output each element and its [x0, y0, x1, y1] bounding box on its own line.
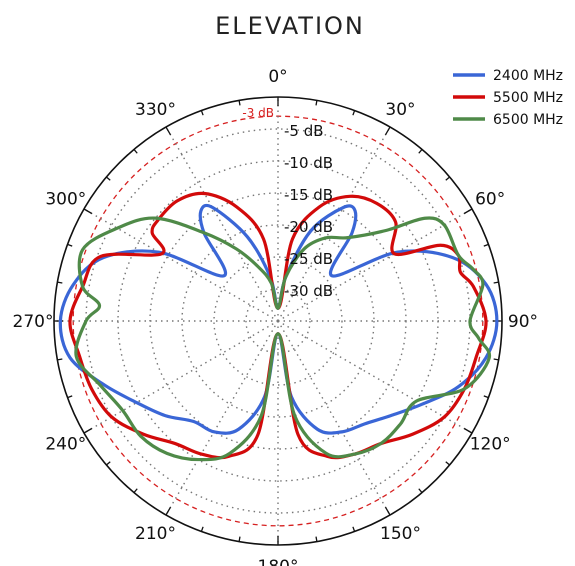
grid-circle-3	[181, 224, 375, 418]
tick-mark-50	[445, 176, 451, 181]
tick-mark-330	[165, 126, 172, 136]
tick-mark-40	[418, 148, 423, 154]
tick-mark-20	[352, 110, 356, 116]
angle-label-150: 150°	[380, 524, 421, 544]
tick-mark-110	[483, 395, 489, 399]
legend-label-2: 6500 MHz	[493, 112, 563, 128]
tick-mark-310	[105, 176, 111, 181]
tick-mark-350	[238, 100, 241, 106]
radial-label-4: -25 dB	[284, 250, 333, 268]
angle-label-210: 210°	[135, 524, 176, 544]
tick-mark-70	[483, 243, 489, 247]
radial-label-2: -15 dB	[284, 186, 333, 204]
tick-mark-160	[352, 526, 356, 532]
tick-mark-80	[493, 281, 499, 284]
tick-mark-100	[493, 358, 499, 361]
angle-label-30: 30°	[385, 100, 415, 120]
series-group	[58, 191, 499, 462]
angle-label-60: 60°	[475, 190, 505, 210]
angle-label-300: 300°	[45, 190, 86, 210]
tick-mark-230	[105, 461, 111, 466]
legend-label-1: 5500 MHz	[493, 90, 563, 106]
radial-label-1: -10 dB	[284, 154, 333, 172]
grid-circle-5	[245, 288, 311, 354]
reference-label: -3 dB	[242, 106, 274, 120]
tick-mark-260	[57, 358, 63, 361]
tick-mark-130	[445, 461, 451, 466]
radial-label-3: -20 dB	[284, 218, 333, 236]
tick-mark-300	[83, 208, 93, 215]
tick-mark-250	[67, 395, 73, 399]
tick-mark-170	[315, 536, 318, 542]
grid-circle-4	[213, 256, 343, 386]
tick-mark-320	[133, 148, 138, 154]
tick-mark-10	[315, 100, 318, 106]
chart-title: ELEVATION	[215, 12, 365, 40]
legend: 2400 MHz 5500 MHz 6500 MHz	[453, 68, 563, 128]
angle-label-0: 0°	[268, 67, 287, 87]
tick-mark-150	[384, 506, 391, 516]
series-line-1	[68, 191, 488, 460]
angle-label-90: 90°	[508, 312, 538, 332]
radial-label-5: -30 dB	[284, 282, 333, 300]
tick-mark-240	[83, 427, 93, 434]
angle-label-330: 330°	[135, 100, 176, 120]
angle-label-120: 120°	[470, 435, 511, 455]
angle-label-180: 180°	[258, 557, 299, 566]
tick-mark-340	[200, 110, 204, 116]
angle-label-240: 240°	[45, 435, 86, 455]
tick-mark-210	[165, 506, 172, 516]
tick-labels: 0° 30° 60° 90° 120° 150° 180° 210° 240° 270° 300° 3…	[13, 67, 539, 566]
tick-mark-60	[463, 208, 473, 215]
polar-grid	[53, 96, 503, 546]
tick-mark-140	[418, 488, 423, 494]
tick-mark-280	[57, 281, 63, 284]
tick-mark-120	[463, 427, 473, 434]
radial-label-0: -5 dB	[284, 122, 324, 140]
tick-mark-30	[384, 126, 391, 136]
tick-mark-220	[133, 488, 138, 494]
legend-label-0: 2400 MHz	[493, 68, 563, 84]
tick-mark-200	[200, 526, 204, 532]
angle-label-270: 270°	[13, 312, 54, 332]
tick-mark-190	[238, 536, 241, 542]
series-line-2	[74, 216, 492, 462]
tick-mark-290	[67, 243, 73, 247]
